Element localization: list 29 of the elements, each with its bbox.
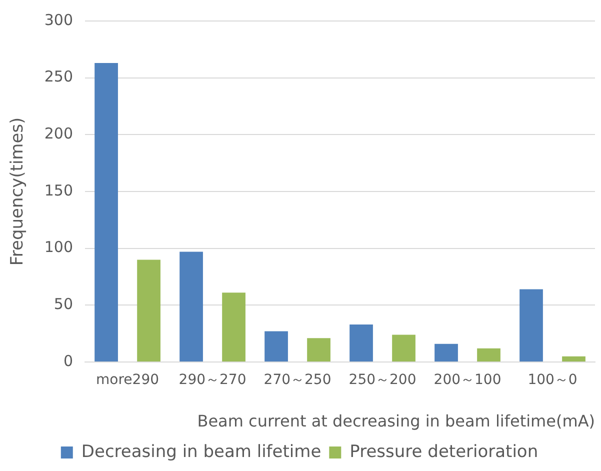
y-tick-label: 200 bbox=[44, 124, 74, 143]
legend-label: Decreasing in beam lifetime bbox=[81, 442, 322, 462]
bar bbox=[307, 338, 330, 362]
x-tick-label: 250～200 bbox=[348, 372, 416, 388]
bar bbox=[434, 344, 458, 362]
bar bbox=[520, 289, 543, 362]
y-tick-label: 100 bbox=[44, 238, 74, 256]
bar bbox=[180, 252, 203, 362]
bar bbox=[477, 348, 500, 362]
x-tick-label: 100～0 bbox=[528, 372, 578, 388]
bar bbox=[222, 292, 246, 362]
x-tick-label: 290～270 bbox=[178, 372, 246, 388]
x-tick-label: 270～250 bbox=[264, 372, 332, 388]
bar bbox=[350, 324, 373, 362]
y-tick-label: 300 bbox=[44, 10, 74, 29]
legend-label: Pressure deterioration bbox=[350, 442, 538, 462]
x-tick-label: more290 bbox=[96, 372, 160, 388]
bar bbox=[94, 63, 118, 362]
y-tick-label: 250 bbox=[44, 68, 74, 86]
bar bbox=[264, 331, 288, 362]
bar bbox=[392, 334, 416, 362]
y-tick-label: 150 bbox=[44, 181, 74, 200]
bar bbox=[562, 356, 586, 362]
y-tick-label: 50 bbox=[54, 295, 74, 314]
bar bbox=[137, 260, 160, 362]
y-tick-label: 0 bbox=[63, 352, 74, 370]
x-tick-label: 200～100 bbox=[434, 372, 502, 388]
y-axis-title: Frequency(times) bbox=[8, 117, 28, 266]
x-axis-title: Beam current at decreasing in beam lifetime(mA) bbox=[197, 412, 595, 431]
